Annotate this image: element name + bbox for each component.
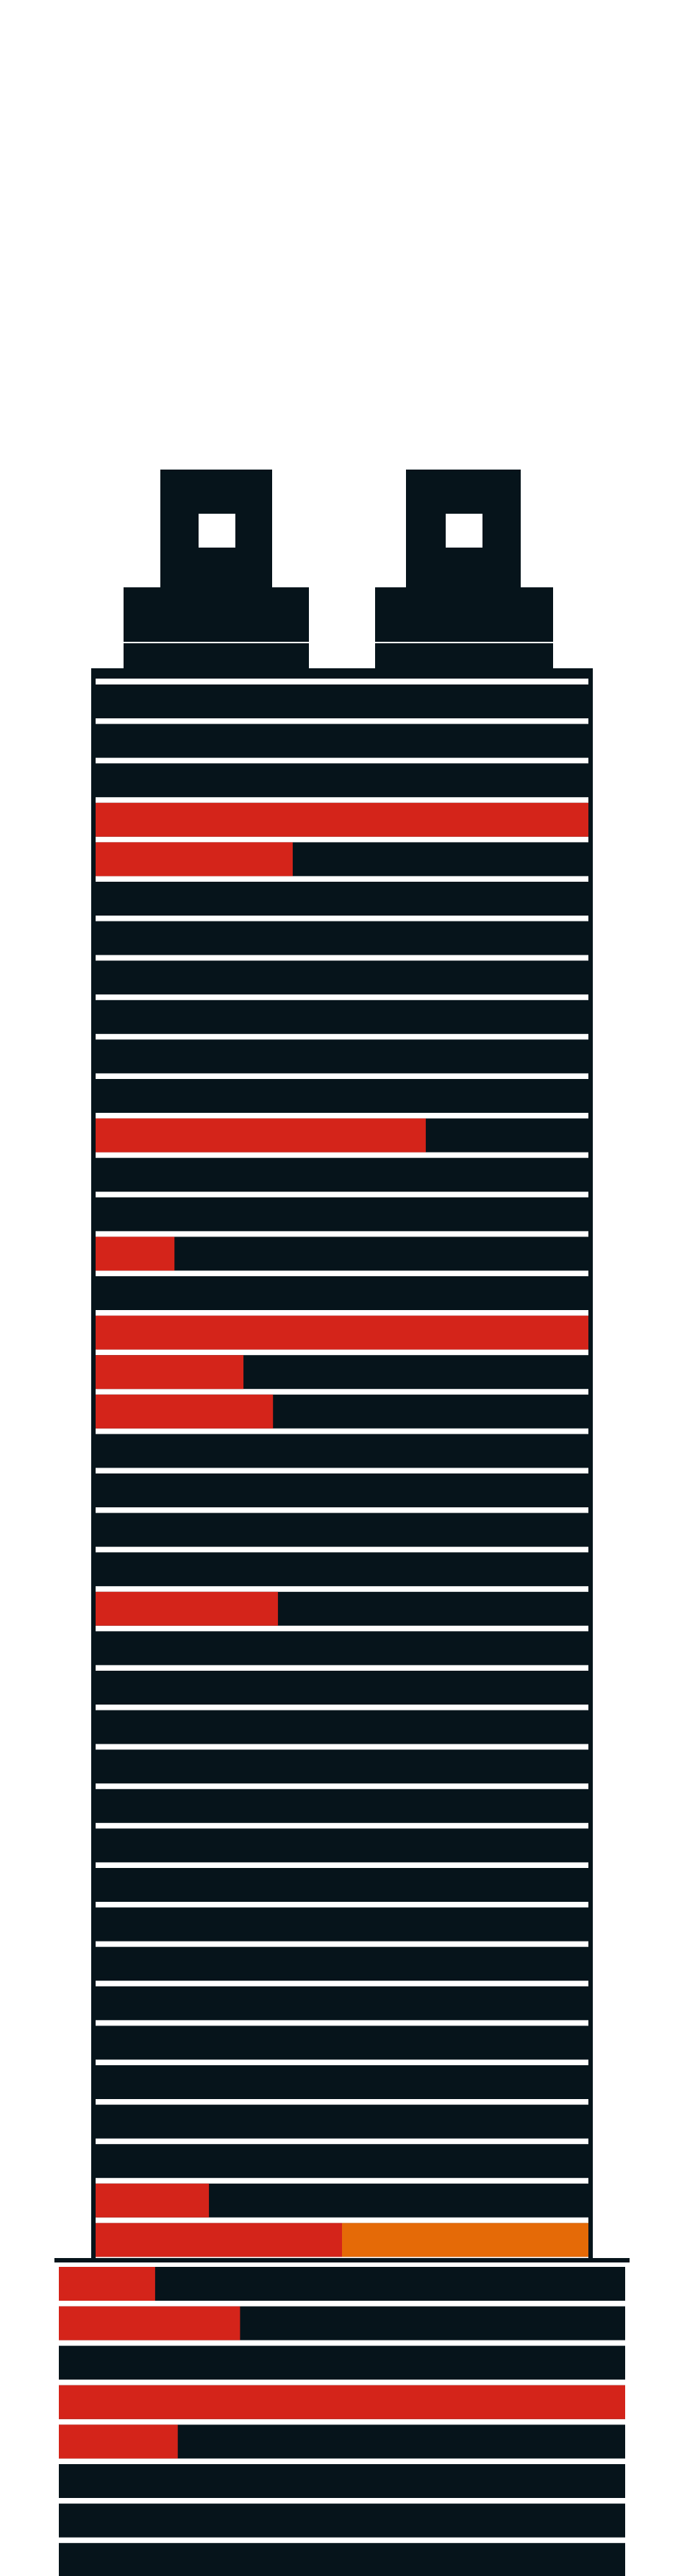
floor-24-red-fill: [96, 1591, 278, 1626]
floor-26: [96, 1671, 588, 1705]
floor-25: [96, 1631, 588, 1666]
podium-floor-8: [59, 2543, 625, 2576]
floor-5-red-fill: [96, 842, 293, 877]
roof-ledge: [91, 668, 590, 679]
podium-cap: [54, 2258, 630, 2262]
floor-22: [96, 1512, 588, 1547]
roof-block-left: [124, 587, 309, 642]
tower-podium: [54, 2258, 630, 2576]
shaft-wall-right: [588, 668, 593, 2258]
floor-3: [96, 763, 588, 798]
roof-window-left: [199, 514, 235, 548]
floor-36: [96, 2065, 588, 2099]
floor-10: [96, 1039, 588, 1074]
floor-40-red-fill: [96, 2223, 342, 2257]
floor-23: [96, 1552, 588, 1587]
floor-15: [96, 1236, 588, 1271]
roof-window-right: [446, 514, 482, 548]
roof-base-right: [375, 643, 553, 668]
tower-crown: [91, 470, 590, 679]
floor-27: [96, 1710, 588, 1744]
floor-20: [96, 1434, 588, 1468]
floor-15-red-fill: [96, 1236, 175, 1271]
floor-30: [96, 1828, 588, 1863]
floor-9: [96, 999, 588, 1034]
floor-39-red-fill: [96, 2183, 210, 2218]
floor-18-red-fill: [96, 1355, 243, 1390]
floor-35: [96, 2025, 588, 2060]
tower-shaft: [91, 668, 593, 2258]
roof-block-right: [375, 587, 553, 642]
shaft-wall-left: [91, 668, 96, 2258]
podium-floor-3: [59, 2346, 625, 2380]
podium-floor-5-red-fill: [59, 2424, 178, 2459]
floor-33: [96, 1947, 588, 1981]
floor-28: [96, 1749, 588, 1784]
floor-32: [96, 1907, 588, 1942]
floor-40-orange-fill: [342, 2223, 588, 2257]
floor-2: [96, 723, 588, 758]
floor-31: [96, 1868, 588, 1902]
podium-floor-6: [59, 2464, 625, 2498]
podium-floor-2-red-fill: [59, 2306, 241, 2340]
floor-14: [96, 1197, 588, 1231]
floor-8: [96, 960, 588, 995]
floor-1: [96, 684, 588, 718]
floor-7: [96, 921, 588, 955]
floor-21: [96, 1473, 588, 1507]
podium-floor-1-red-fill: [59, 2267, 155, 2301]
podium-floor-7: [59, 2503, 625, 2538]
floor-38: [96, 2144, 588, 2179]
floor-4-red-fill: [96, 802, 588, 837]
floor-13: [96, 1158, 588, 1192]
floor-17-red-fill: [96, 1315, 588, 1350]
roof-base-left: [124, 643, 309, 668]
podium-floor-4-red-fill: [59, 2385, 625, 2419]
floor-19-red-fill: [96, 1394, 274, 1429]
floor-12-red-fill: [96, 1118, 426, 1153]
floor-16: [96, 1276, 588, 1310]
floor-34: [96, 1986, 588, 2020]
floor-29: [96, 1788, 588, 1823]
floor-11: [96, 1079, 588, 1113]
floor-6: [96, 882, 588, 916]
floor-37: [96, 2104, 588, 2139]
